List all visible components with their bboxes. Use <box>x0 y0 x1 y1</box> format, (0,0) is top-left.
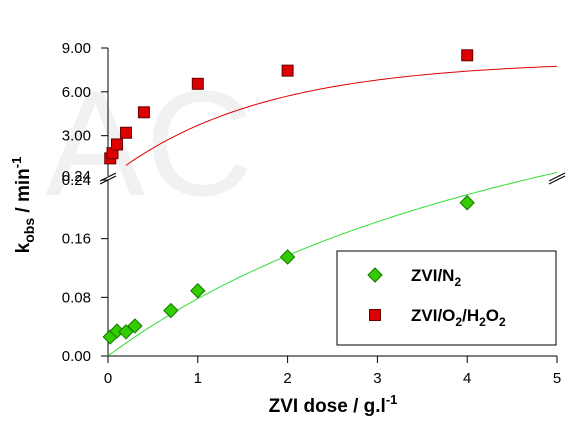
y-ticks-lower: 0.00 0.08 0.16 0.24 <box>62 172 108 365</box>
data-point <box>127 318 143 334</box>
data-point <box>459 195 475 211</box>
legend-label: ZVI/O2/H2O2 <box>411 306 506 329</box>
x-axis-title: ZVI dose / g.l-1 <box>269 392 398 417</box>
legend-marker <box>369 309 381 321</box>
y-ticks-upper: 0.24 3.00 6.00 9.00 <box>62 40 108 185</box>
legend-label: ZVI/N2 <box>411 266 461 289</box>
x-ticks: 0 1 2 3 4 5 <box>104 356 561 387</box>
legend: ZVI/N2 ZVI/O2/H2O2 <box>336 250 557 346</box>
fit-lines <box>107 65 558 357</box>
fit-line <box>125 65 558 166</box>
axis-break-right <box>548 172 566 185</box>
y-tick-label: 0.24 <box>62 172 91 189</box>
y-tick-label: 6.00 <box>62 84 91 101</box>
data-point <box>281 64 294 77</box>
data-point <box>279 249 296 265</box>
x-tick-label: 2 <box>283 370 291 387</box>
data-point <box>119 126 132 139</box>
x-tick-label: 1 <box>194 370 202 387</box>
y-tick-label: 0.24 <box>62 168 91 185</box>
data-point <box>110 138 123 151</box>
y-tick-label: 0.16 <box>62 231 91 248</box>
legend-marker <box>367 267 383 283</box>
y-tick-label: 0.00 <box>62 348 91 365</box>
fit-line <box>107 172 558 357</box>
x-tick-label: 5 <box>553 370 561 387</box>
x-tick-label: 3 <box>373 370 381 387</box>
x-tick-label: 4 <box>463 370 471 387</box>
y-tick-label: 0.08 <box>62 289 91 306</box>
y-axis-title: kobs / min-1 <box>9 157 37 254</box>
watermark: AC <box>45 59 253 227</box>
legend-box <box>336 250 557 346</box>
data-point <box>137 106 150 119</box>
data-point <box>163 302 179 319</box>
x-tick-label: 0 <box>104 370 112 387</box>
y-tick-label: 9.00 <box>62 40 91 57</box>
data-point <box>190 283 206 299</box>
data-points <box>102 49 475 345</box>
data-point <box>461 49 474 62</box>
data-point <box>118 324 134 340</box>
y-tick-label: 3.00 <box>62 128 91 145</box>
data-point <box>191 77 204 90</box>
